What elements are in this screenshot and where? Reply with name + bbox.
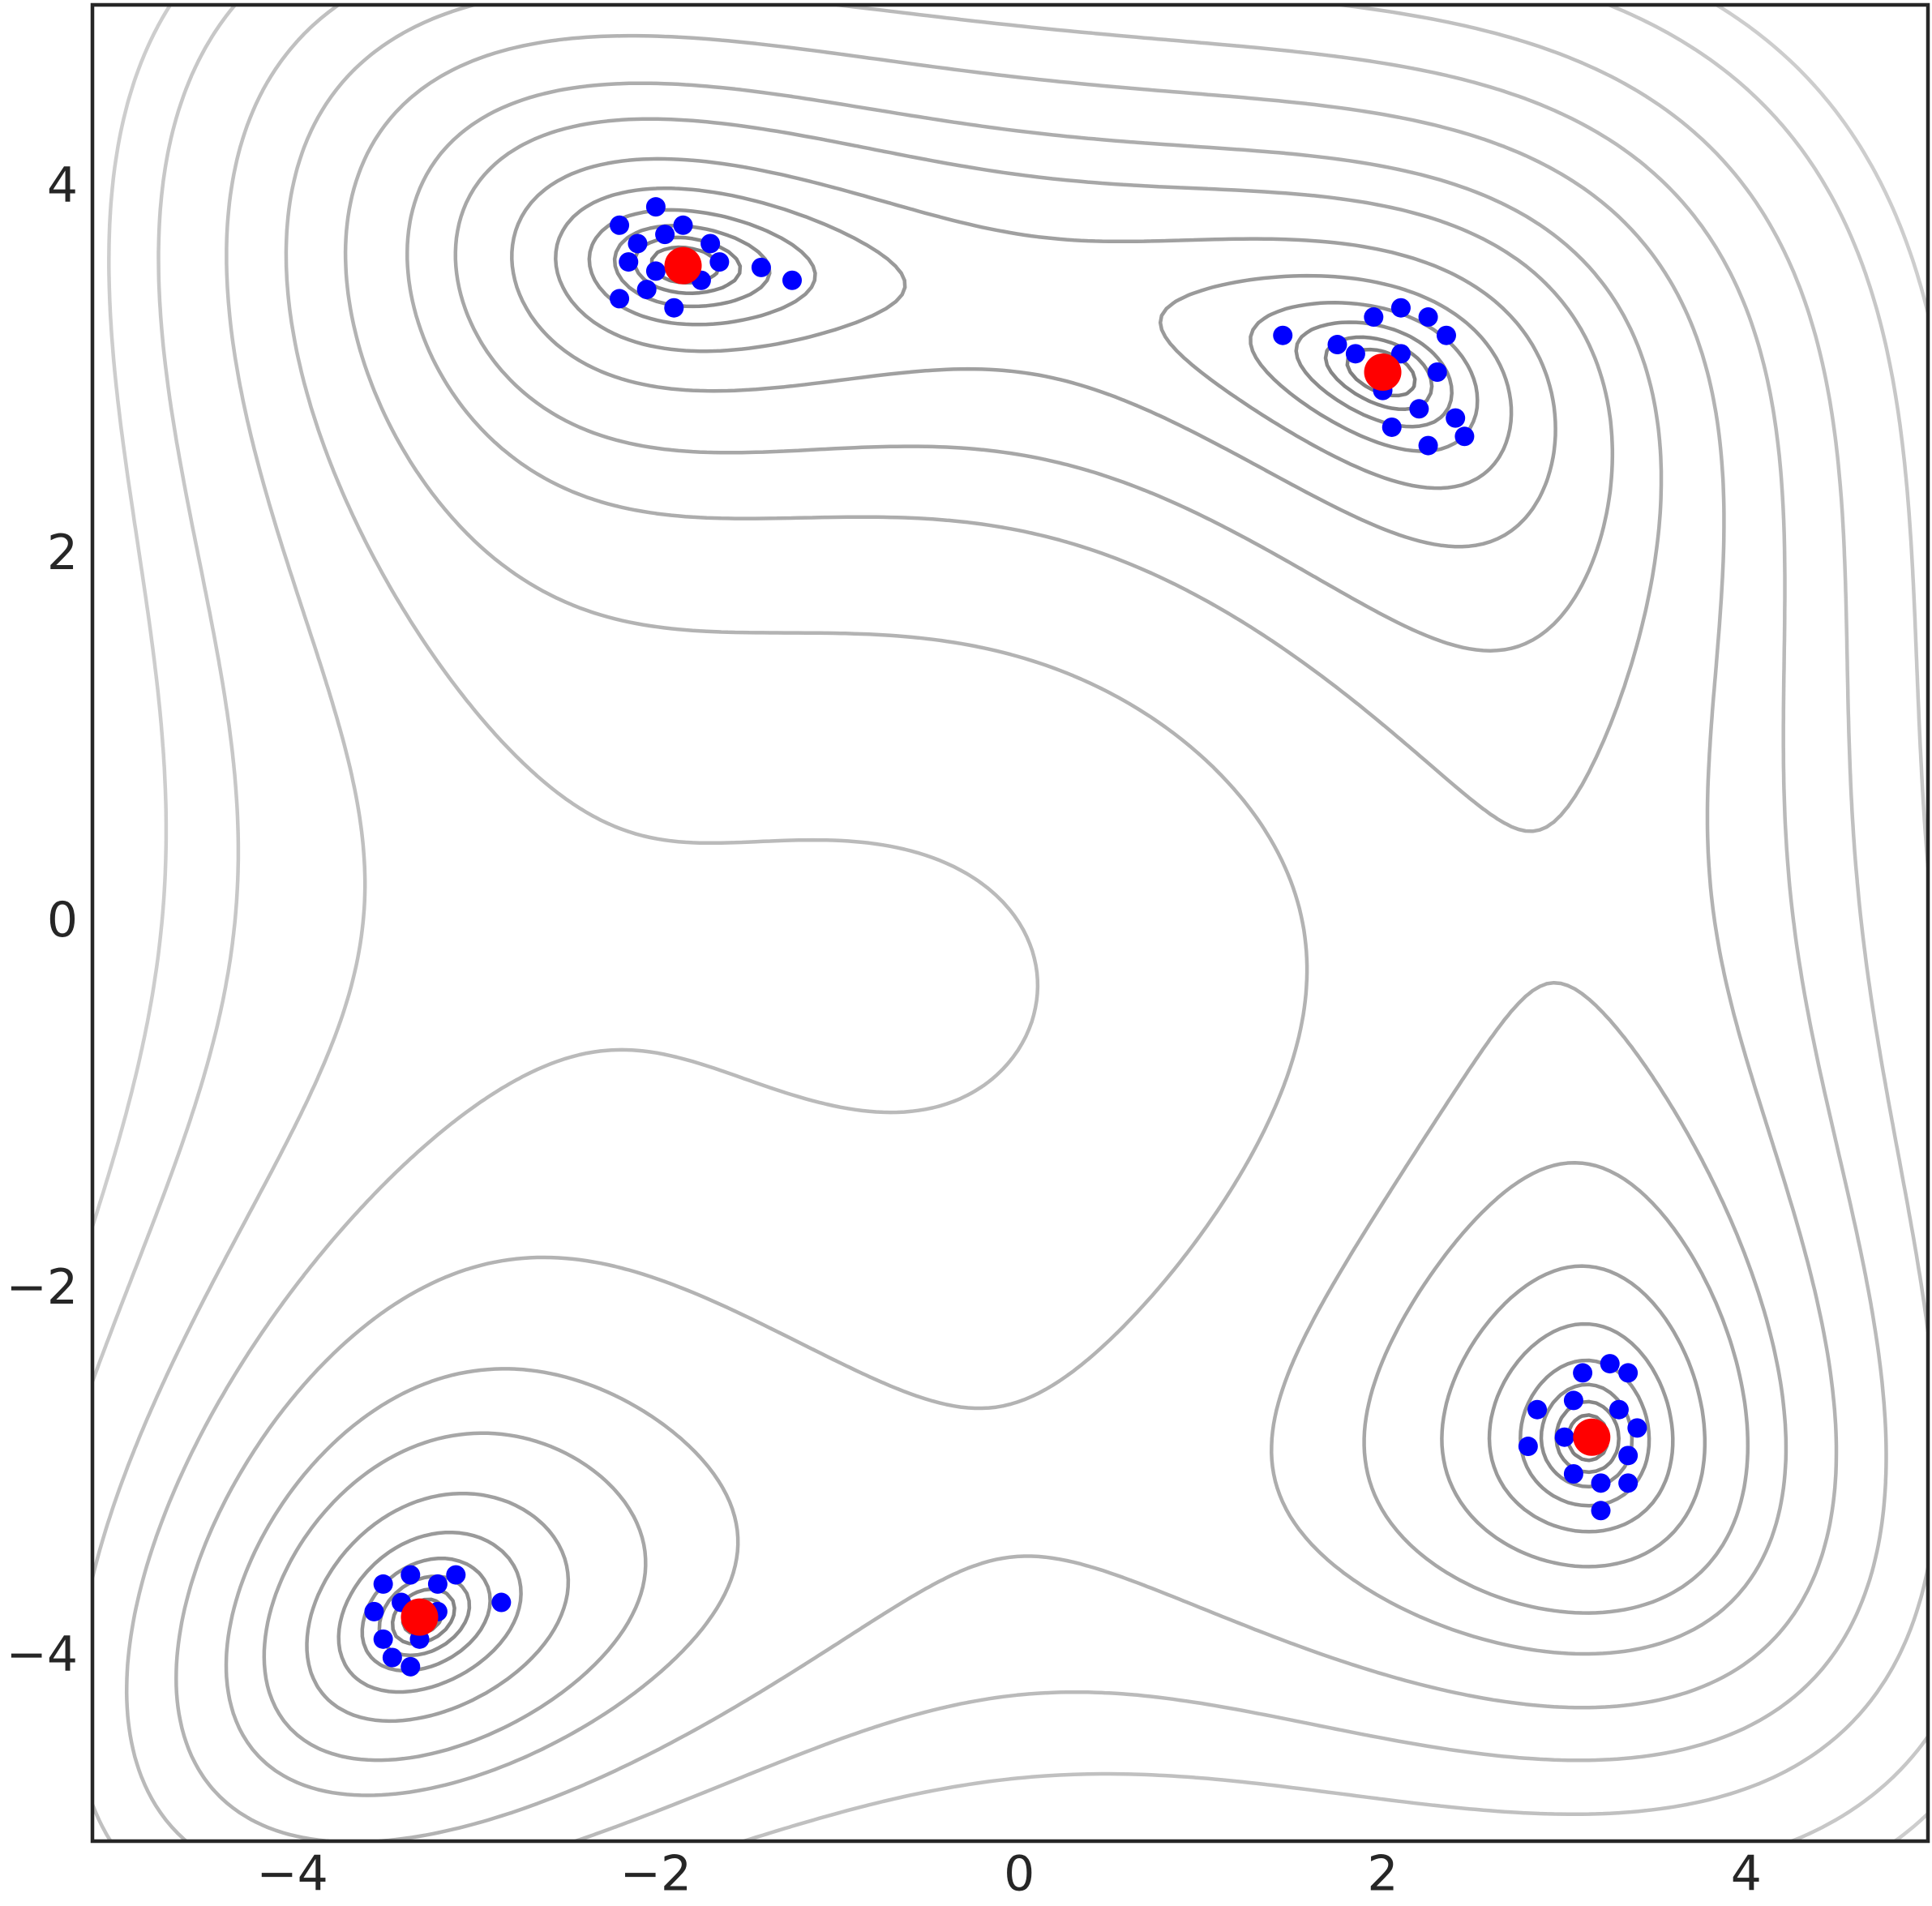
y-tick-label: 0 (47, 892, 78, 949)
y-tick-label: −2 (6, 1259, 78, 1316)
contour-group (92, 5, 1928, 1841)
sample-point (619, 252, 639, 272)
sample-point (401, 1656, 421, 1677)
sample-point (1454, 426, 1475, 447)
y-tick-label: 2 (47, 525, 78, 581)
x-tick-label: 4 (1731, 1846, 1762, 1903)
contour-line (92, 5, 1928, 1841)
sample-point (1573, 1363, 1593, 1383)
contour-line (92, 5, 1928, 1841)
sample-point (1618, 1473, 1639, 1493)
sample-point (1563, 1464, 1583, 1484)
sample-point (636, 280, 657, 300)
sample-point (610, 215, 630, 235)
contour-line (174, 33, 1839, 1841)
sample-point (700, 233, 721, 254)
sample-point (491, 1592, 512, 1613)
sample-point (645, 261, 666, 281)
contour-line (377, 224, 1634, 1658)
minimum-point (1573, 1418, 1611, 1456)
contour-line (401, 245, 1610, 1636)
sample-point (1518, 1437, 1538, 1457)
sample-point (1273, 325, 1293, 345)
sample-point (1591, 1473, 1611, 1493)
sample-point (673, 215, 693, 235)
sample-point (664, 298, 684, 318)
sample-point (427, 1574, 448, 1594)
sample-point (628, 233, 648, 254)
sample-point (655, 225, 675, 245)
sample-point (364, 1601, 384, 1621)
sample-point (1382, 417, 1402, 437)
contour-line (305, 156, 1707, 1724)
sample-point (1446, 408, 1466, 428)
sample-point (1390, 344, 1411, 364)
sample-point (1327, 335, 1347, 355)
sample-point (401, 1565, 421, 1585)
sample-point (1418, 307, 1438, 328)
sample-point (1627, 1418, 1647, 1438)
sample-point (645, 197, 666, 217)
sample-point (1563, 1390, 1583, 1411)
y-tick-label: −4 (6, 1626, 78, 1683)
x-tick-label: 0 (1004, 1846, 1035, 1903)
contour-line (124, 5, 1888, 1841)
sample-point (610, 289, 630, 309)
minimum-point (664, 246, 702, 285)
sample-point (1436, 325, 1456, 345)
sample-point (751, 257, 771, 277)
contour-line (262, 117, 1750, 1763)
point-group (364, 197, 1647, 1677)
sample-point (1409, 399, 1429, 419)
sample-point (446, 1565, 466, 1585)
x-tick-label: −4 (256, 1846, 328, 1903)
plot-frame (90, 2, 1930, 1844)
sample-point (1418, 435, 1438, 456)
contour-line (336, 186, 1675, 1694)
y-tick-label: 4 (47, 157, 78, 214)
contour-line (224, 81, 1788, 1797)
sample-point (1609, 1399, 1629, 1420)
sample-point (1554, 1427, 1574, 1447)
sample-point (1618, 1363, 1639, 1383)
sample-point (1591, 1501, 1611, 1521)
minimum-point (1364, 353, 1402, 391)
sample-point (373, 1574, 393, 1594)
sample-point (373, 1629, 393, 1649)
sample-point (709, 252, 730, 272)
sample-point (1527, 1399, 1548, 1420)
contour-line (92, 5, 1928, 1841)
sample-point (1600, 1354, 1620, 1374)
sample-point (1364, 307, 1384, 328)
sample-point (1618, 1446, 1639, 1466)
sample-point (1345, 344, 1365, 364)
sample-point (782, 270, 803, 290)
x-tick-label: −2 (620, 1846, 692, 1903)
x-tick-label: 2 (1367, 1846, 1398, 1903)
sample-point (382, 1647, 402, 1668)
sample-point (1390, 298, 1411, 318)
sample-point (1427, 362, 1447, 382)
minimum-point (401, 1598, 439, 1636)
contour-line (360, 208, 1651, 1673)
